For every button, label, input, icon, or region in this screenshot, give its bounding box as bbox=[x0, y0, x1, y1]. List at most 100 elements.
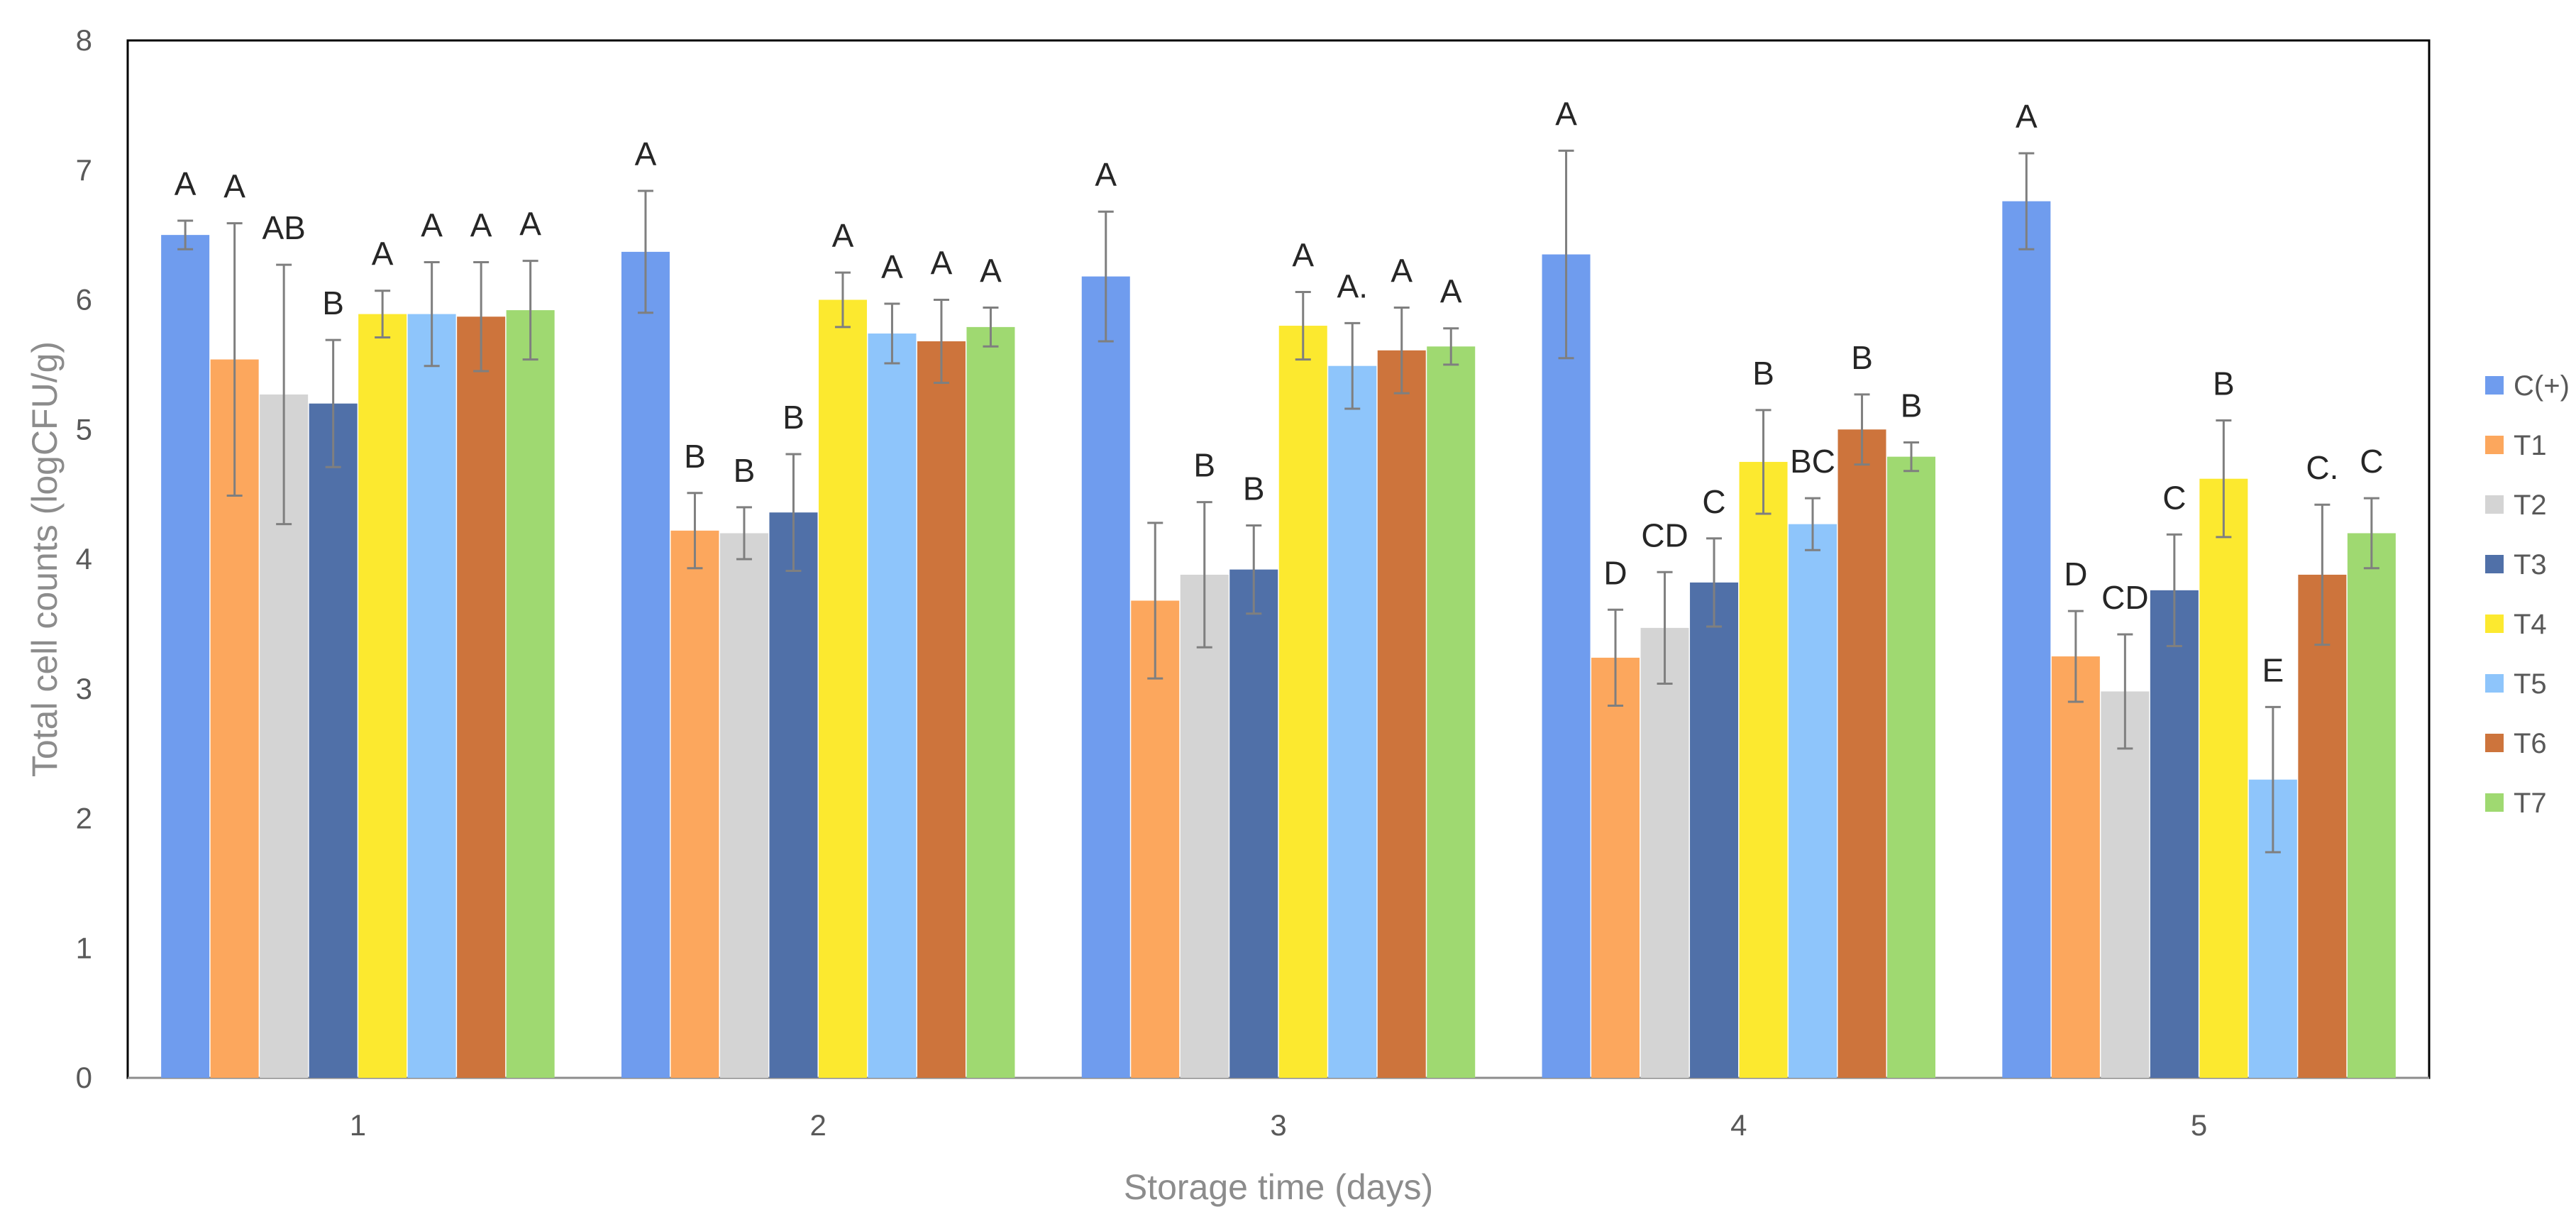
y-tick-label: 3 bbox=[76, 672, 92, 705]
legend-label: T5 bbox=[2514, 668, 2547, 700]
significance-label: D bbox=[1603, 554, 1627, 591]
bar bbox=[407, 314, 456, 1078]
bar bbox=[1377, 350, 1426, 1079]
significance-label: C bbox=[1702, 483, 1725, 520]
bar bbox=[358, 314, 407, 1078]
bar bbox=[966, 326, 1015, 1079]
legend-label: T4 bbox=[2514, 609, 2547, 640]
y-tick-label: 2 bbox=[76, 802, 92, 835]
bar bbox=[868, 334, 917, 1078]
significance-label: C bbox=[2360, 443, 2383, 480]
legend-swatch bbox=[2485, 793, 2504, 812]
legend-label: T1 bbox=[2514, 430, 2547, 461]
bar bbox=[2199, 478, 2248, 1078]
bar bbox=[506, 310, 555, 1078]
bar bbox=[1427, 346, 1476, 1078]
significance-label: CD bbox=[1641, 517, 1688, 553]
bar bbox=[719, 533, 768, 1078]
significance-label: C. bbox=[2306, 449, 2338, 486]
significance-label: BC bbox=[1790, 443, 1835, 480]
significance-label: B bbox=[684, 438, 706, 475]
bar bbox=[2298, 574, 2347, 1078]
significance-label: D bbox=[2064, 556, 2087, 593]
significance-label: B bbox=[1243, 470, 1265, 507]
y-tick-label: 1 bbox=[76, 931, 92, 964]
significance-label: A bbox=[1391, 252, 1413, 289]
significance-label: AB bbox=[262, 209, 305, 246]
bar bbox=[621, 251, 670, 1078]
significance-label: A bbox=[1095, 156, 1117, 193]
bar bbox=[1837, 429, 1886, 1078]
x-tick-label: 3 bbox=[1270, 1108, 1286, 1142]
bar bbox=[309, 403, 358, 1078]
significance-label: B bbox=[1752, 355, 1774, 392]
y-tick-label: 5 bbox=[76, 412, 92, 446]
bar bbox=[670, 530, 719, 1078]
bar bbox=[917, 341, 966, 1079]
significance-label: B bbox=[2213, 365, 2235, 402]
x-tick-label: 5 bbox=[2191, 1108, 2207, 1142]
significance-label: A bbox=[1292, 237, 1314, 274]
bar bbox=[1789, 524, 1837, 1078]
significance-label: A bbox=[2016, 98, 2038, 135]
bar bbox=[1328, 365, 1377, 1078]
legend-swatch bbox=[2485, 495, 2504, 514]
legend-swatch bbox=[2485, 376, 2504, 395]
legend-swatch bbox=[2485, 555, 2504, 573]
x-tick-label: 2 bbox=[810, 1108, 827, 1142]
significance-label: A bbox=[372, 236, 394, 272]
significance-label: A. bbox=[1337, 268, 1368, 304]
significance-label: C bbox=[2162, 479, 2186, 516]
significance-label: E bbox=[2262, 651, 2284, 688]
x-axis-title: Storage time (days) bbox=[1124, 1167, 1433, 1207]
bar bbox=[2101, 691, 2150, 1078]
bar bbox=[1690, 582, 1739, 1078]
x-tick-label: 1 bbox=[350, 1108, 366, 1142]
legend-label: T3 bbox=[2514, 549, 2547, 580]
bar bbox=[1887, 456, 1936, 1078]
significance-label: CD bbox=[2101, 579, 2148, 616]
bar bbox=[769, 512, 818, 1078]
bar bbox=[1278, 326, 1327, 1078]
bar bbox=[1542, 254, 1591, 1079]
y-tick-label: 7 bbox=[76, 153, 92, 187]
bar bbox=[818, 299, 867, 1078]
legend-label: C(+) bbox=[2514, 370, 2570, 402]
significance-label: B bbox=[322, 285, 344, 321]
significance-label: B bbox=[1193, 447, 1215, 484]
significance-label: A bbox=[1440, 273, 1462, 310]
bar bbox=[161, 235, 210, 1078]
legend-swatch bbox=[2485, 436, 2504, 454]
legend-label: T7 bbox=[2514, 788, 2547, 819]
legend-label: T2 bbox=[2514, 490, 2547, 521]
bar bbox=[1131, 600, 1180, 1078]
bar bbox=[2051, 656, 2100, 1078]
significance-label: A bbox=[832, 217, 854, 254]
bar bbox=[1640, 627, 1689, 1078]
bar bbox=[2347, 533, 2396, 1078]
y-tick-label: 6 bbox=[76, 283, 92, 316]
significance-label: A bbox=[470, 207, 492, 244]
bar bbox=[1739, 461, 1788, 1078]
bar bbox=[1591, 657, 1640, 1078]
significance-label: A bbox=[980, 252, 1002, 289]
bar bbox=[1229, 569, 1278, 1078]
y-tick-label: 4 bbox=[76, 542, 92, 575]
significance-label: A bbox=[421, 207, 443, 244]
significance-label: A bbox=[931, 245, 953, 282]
bar bbox=[2150, 590, 2199, 1078]
significance-label: A bbox=[635, 136, 657, 172]
y-tick-label: 8 bbox=[76, 23, 92, 57]
significance-label: A bbox=[223, 168, 245, 205]
significance-label: B bbox=[1851, 339, 1873, 376]
bar bbox=[457, 316, 506, 1078]
x-tick-label: 4 bbox=[1730, 1108, 1747, 1142]
bar bbox=[1180, 574, 1229, 1078]
legend-label: T6 bbox=[2514, 728, 2547, 759]
significance-label: B bbox=[734, 452, 756, 489]
significance-label: B bbox=[1901, 387, 1923, 424]
significance-label: A bbox=[175, 165, 197, 202]
significance-label: A bbox=[1555, 95, 1577, 132]
